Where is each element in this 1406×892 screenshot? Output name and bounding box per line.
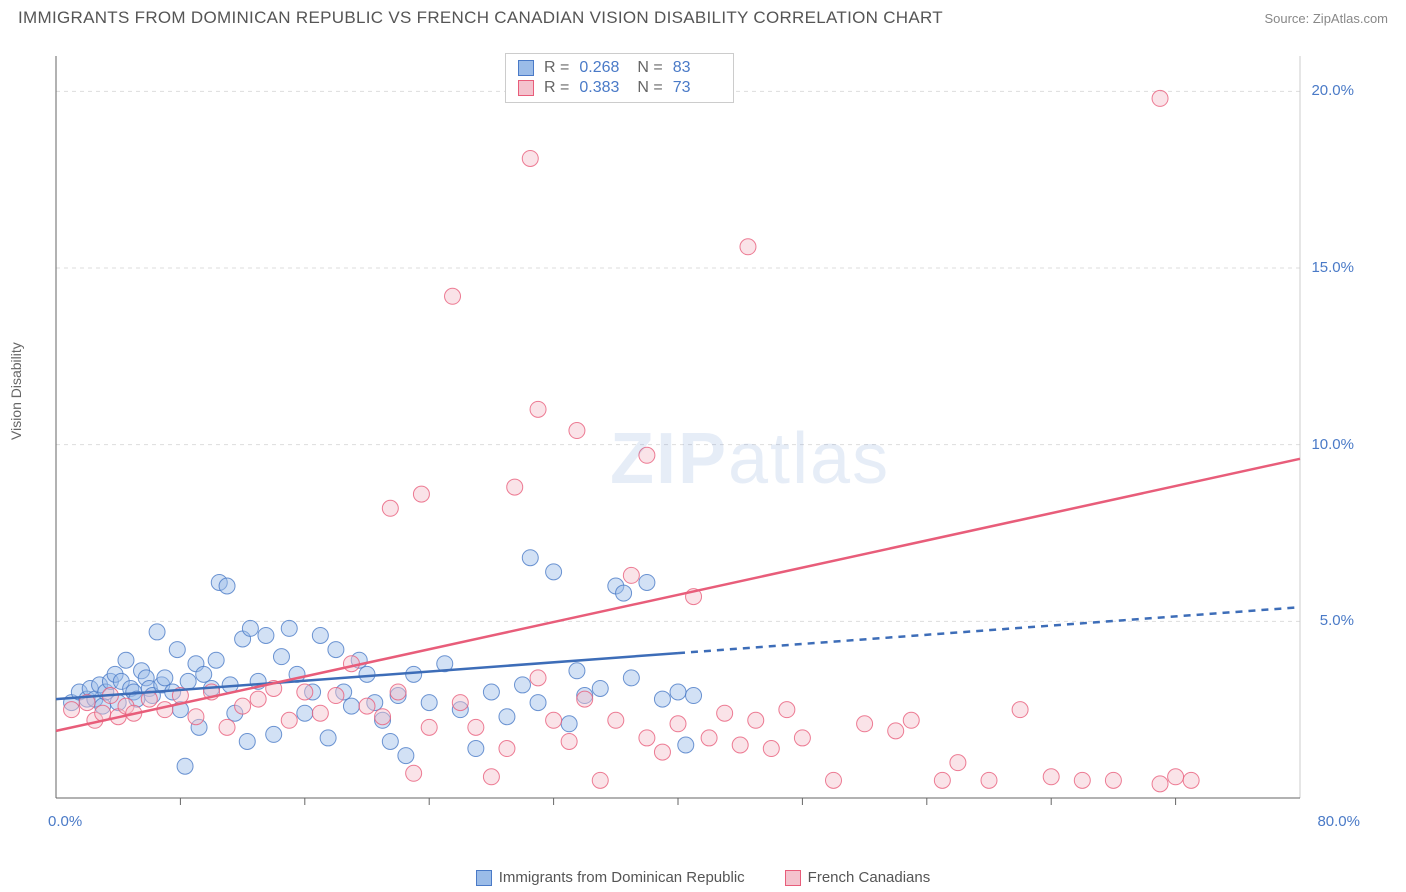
stat-r-value: 0.383	[579, 79, 627, 97]
x-axis-legend: Immigrants from Dominican Republic Frenc…	[0, 869, 1406, 886]
stats-row: R = 0.268 N = 83	[518, 58, 721, 78]
stat-r-value: 0.268	[579, 59, 627, 77]
stats-row: R = 0.383 N = 73	[518, 78, 721, 98]
chart-area: ZIPatlas R = 0.268 N = 83 R = 0.383 N = …	[50, 48, 1350, 838]
y-tick-label: 10.0%	[1311, 436, 1354, 453]
stat-n-label: N =	[637, 59, 662, 77]
title-bar: IMMIGRANTS FROM DOMINICAN REPUBLIC VS FR…	[0, 0, 1406, 32]
x-tick-0: 0.0%	[48, 813, 82, 830]
source-label: Source: ZipAtlas.com	[1264, 11, 1388, 26]
legend-label: Immigrants from Dominican Republic	[499, 869, 745, 886]
scatter-plot	[50, 48, 1350, 838]
stat-n-label: N =	[637, 79, 662, 97]
stats-legend-box: R = 0.268 N = 83 R = 0.383 N = 73	[505, 53, 734, 103]
series-swatch	[518, 60, 534, 76]
stat-n-value: 83	[673, 59, 721, 77]
y-tick-label: 5.0%	[1320, 612, 1354, 629]
stat-r-label: R =	[544, 79, 569, 97]
legend-item: Immigrants from Dominican Republic	[476, 869, 745, 886]
series-swatch	[518, 80, 534, 96]
stat-n-value: 73	[673, 79, 721, 97]
stat-r-label: R =	[544, 59, 569, 77]
y-axis-label: Vision Disability	[8, 342, 24, 440]
legend-label: French Canadians	[808, 869, 931, 886]
legend-item: French Canadians	[785, 869, 931, 886]
y-tick-label: 20.0%	[1311, 82, 1354, 99]
series-swatch	[785, 870, 801, 886]
y-tick-label: 15.0%	[1311, 259, 1354, 276]
series-swatch	[476, 870, 492, 886]
x-tick-80: 80.0%	[1317, 813, 1360, 830]
chart-title: IMMIGRANTS FROM DOMINICAN REPUBLIC VS FR…	[18, 8, 943, 28]
